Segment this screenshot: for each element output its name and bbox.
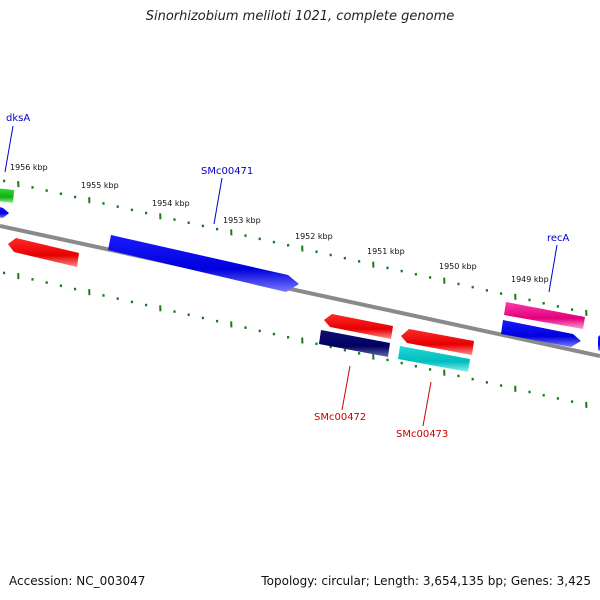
tick-label-1949: 1949 kbp [511, 275, 549, 284]
leader-SMc00473 [422, 381, 432, 427]
gene-SMc00472-red[interactable] [324, 314, 393, 339]
tick-label-1954: 1954 kbp [152, 199, 190, 208]
genome-backbone [0, 224, 600, 358]
label-SMc00473[interactable]: SMc00473 [396, 429, 448, 440]
tick-label-1953: 1953 kbp [223, 216, 261, 225]
leader-dksA [4, 125, 14, 173]
label-dksA[interactable]: dksA [6, 113, 30, 124]
gene-SMc00473-red[interactable] [401, 329, 474, 355]
gene-dksA[interactable] [0, 188, 14, 203]
scale-ticks-upper [2, 179, 588, 316]
gene-left-blue-arrow[interactable] [0, 206, 9, 218]
tick-label-1955: 1955 kbp [81, 181, 119, 190]
gene-SMc00472[interactable] [319, 330, 390, 357]
leader-SMc00472 [341, 365, 351, 411]
tick-label-1951: 1951 kbp [367, 247, 405, 256]
scale-tick-labels: 1956 kbp 1955 kbp 1954 kbp 1953 kbp 1952… [10, 163, 549, 284]
label-SMc00472[interactable]: SMc00472 [314, 412, 366, 423]
map-title: Sinorhizobium meliloti 1021, complete ge… [145, 9, 455, 24]
leader-recA [548, 244, 558, 293]
tick-label-1950: 1950 kbp [439, 262, 477, 271]
gene-red-left[interactable] [8, 238, 79, 267]
label-SMc00471[interactable]: SMc00471 [201, 166, 253, 177]
gene-blue-right[interactable] [501, 320, 581, 347]
tick-label-1956: 1956 kbp [10, 163, 48, 172]
genome-stats-text: Topology: circular; Length: 3,654,135 bp… [261, 574, 591, 588]
gene-SMc00473[interactable] [398, 346, 470, 372]
gene-SMc00471[interactable] [108, 235, 299, 292]
tick-label-1952: 1952 kbp [295, 232, 333, 241]
gene-recA[interactable] [504, 302, 585, 329]
scale-ticks-lower [2, 271, 588, 408]
accession-text: Accession: NC_003047 [9, 574, 146, 588]
leader-SMc00471 [213, 177, 223, 225]
label-recA[interactable]: recA [547, 233, 570, 244]
